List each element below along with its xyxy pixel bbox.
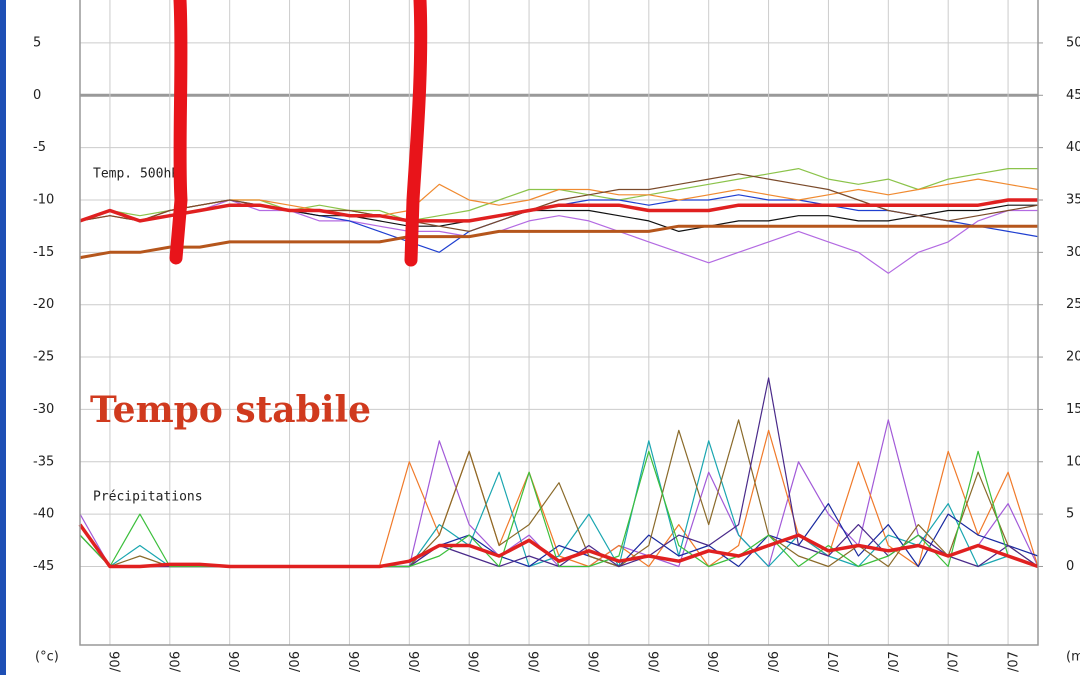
series-group: [78, 168, 1039, 569]
y2-tick-label: 35: [1066, 192, 1080, 207]
x-tick-label: /06: [108, 651, 123, 672]
x-tick-label: /06: [408, 651, 423, 672]
x-tick-label: /06: [647, 651, 662, 672]
series-line: [78, 523, 1039, 569]
y-tick-label: -20: [33, 297, 54, 312]
y-tick-label: -40: [33, 507, 54, 522]
series-line: [79, 440, 1039, 568]
x-tick-label: /06: [468, 651, 483, 672]
marker-stroke: [404, 0, 428, 267]
y-tick-label: 5: [33, 35, 41, 50]
y-tick-label: -10: [33, 192, 54, 207]
y2-axis-label: (mm): [1066, 650, 1080, 665]
y-tick-label: 0: [33, 88, 41, 103]
marker-stroke: [169, 0, 188, 265]
series-line: [79, 198, 1038, 223]
y2-tick-label: 25: [1066, 297, 1080, 312]
x-tick-label: /06: [288, 651, 303, 672]
x-tick-label: /06: [767, 651, 782, 672]
x-tick-label: /06: [587, 651, 602, 672]
y2-tick-label: 50: [1066, 35, 1080, 50]
x-tick-label: /06: [707, 651, 722, 672]
left-border: [0, 0, 6, 675]
plot-frame: [79, 0, 1039, 646]
x-tick-label: /06: [528, 651, 543, 672]
x-tick-label: /07: [1007, 651, 1022, 672]
y2-tick-label: 15: [1066, 402, 1080, 417]
y-tick-label: -5: [33, 140, 46, 155]
x-tick-label: /06: [168, 651, 183, 672]
y2-tick-label: 0: [1066, 559, 1074, 574]
x-tick-label: /07: [887, 651, 902, 672]
y2-tick-label: 5: [1066, 507, 1074, 522]
y-tick-label: -30: [33, 402, 54, 417]
grid: -45-40-35-30-25-20-15-10-505051015202530…: [33, 0, 1080, 672]
y2-tick-label: 40: [1066, 140, 1080, 155]
series-line: [79, 503, 1039, 568]
annotation: Temp. 500hPa: [93, 167, 187, 182]
y2-tick-label: 45: [1066, 88, 1080, 103]
y-tick-label: -25: [33, 350, 54, 365]
y-tick-label: -45: [33, 559, 54, 574]
y2-tick-label: 20: [1066, 350, 1080, 365]
y2-tick-label: 30: [1066, 245, 1080, 260]
annotation-title: Tempo stabile: [90, 389, 371, 431]
series-line: [79, 419, 1039, 568]
series-line: [79, 178, 1039, 222]
x-tick-label: /06: [348, 651, 363, 672]
x-tick-label: /06: [228, 651, 243, 672]
annotation: Précipitations: [93, 490, 203, 505]
y-axis-label: (°c): [35, 650, 59, 665]
x-tick-label: /07: [947, 651, 962, 672]
series-line: [79, 224, 1038, 260]
series-line: [79, 173, 1039, 232]
y-tick-label: -15: [33, 245, 54, 260]
y-tick-label: -35: [33, 454, 54, 469]
x-tick-label: /07: [827, 651, 842, 672]
y2-tick-label: 10: [1066, 454, 1080, 469]
series-line: [79, 168, 1038, 222]
